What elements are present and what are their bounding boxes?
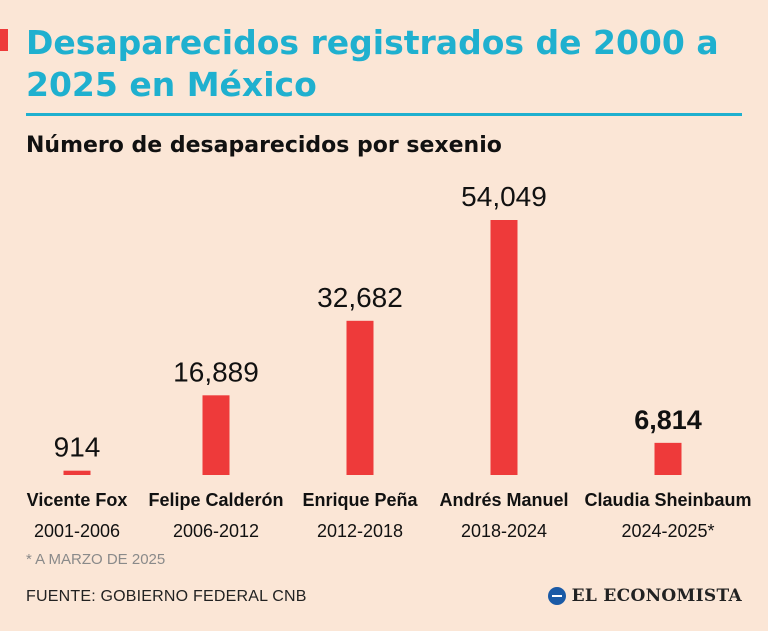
logo-text: EL ECONOMISTA [571, 586, 742, 606]
value-label-2: 16,889 [173, 356, 259, 387]
category-label-4: Andrés Manuel [439, 490, 568, 510]
chart-title: Desaparecidos registrados de 2000 a 2025… [26, 23, 719, 104]
chart-subtitle: Número de desaparecidos por sexenio [26, 133, 502, 158]
source-note: FUENTE: GOBIERNO FEDERAL CNB [26, 588, 307, 605]
bar-2 [202, 395, 230, 475]
title-divider [26, 113, 742, 116]
footnote: * A MARZO DE 2025 [26, 551, 166, 568]
period-label-5: 2024-2025* [621, 521, 714, 541]
el-economista-logo: EL ECONOMISTA [547, 586, 742, 606]
bar-5 [654, 442, 682, 475]
value-label-3: 32,682 [317, 282, 403, 313]
period-label-1: 2001-2006 [34, 521, 120, 541]
value-label-4: 54,049 [461, 181, 547, 212]
bar-4 [490, 220, 518, 475]
category-label-5: Claudia Sheinbaum [584, 490, 751, 510]
bar-1 [63, 470, 91, 475]
category-label-1: Vicente Fox [27, 490, 128, 510]
bar-3 [346, 320, 374, 475]
category-label-3: Enrique Peña [302, 490, 418, 510]
period-label-3: 2012-2018 [317, 521, 403, 541]
period-label-2: 2006-2012 [173, 521, 259, 541]
value-label-5: 6,814 [634, 405, 702, 435]
category-label-2: Felipe Calderón [148, 490, 283, 510]
value-label-1: 914 [54, 432, 101, 463]
logo-icon [547, 587, 566, 605]
title-accent-bar [0, 29, 8, 51]
period-label-4: 2018-2024 [461, 521, 547, 541]
